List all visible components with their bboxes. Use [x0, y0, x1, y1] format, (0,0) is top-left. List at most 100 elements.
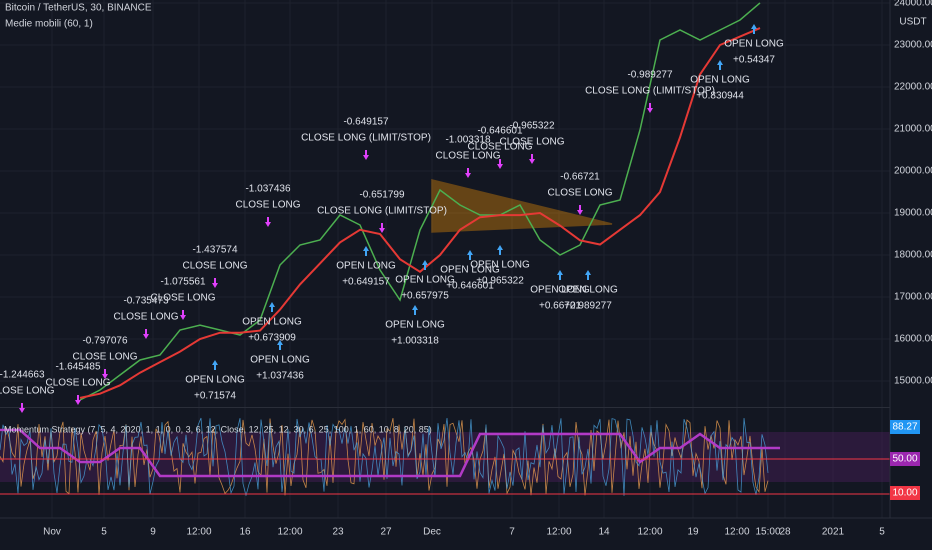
sell-arrow	[497, 159, 503, 169]
sell-arrow	[180, 310, 186, 320]
trade-label: CLOSE LONG	[45, 378, 110, 389]
x-tick-label: 12:00	[546, 527, 571, 538]
trade-label: +0.649157	[342, 277, 390, 288]
moving-average	[79, 27, 761, 399]
trade-label: OPEN LONG	[185, 375, 245, 386]
trade-label: OPEN LONG	[558, 285, 618, 296]
buy-arrow	[585, 270, 591, 280]
x-tick-label: 12:00	[277, 527, 302, 538]
trade-label: +0.830944	[696, 91, 744, 102]
oscillator-lines	[0, 417, 890, 496]
trade-label: -1.244663	[0, 370, 45, 381]
oscillator-step	[0, 428, 780, 478]
trade-label: OPEN LONG	[336, 261, 396, 272]
buy-arrow	[717, 60, 723, 70]
x-tick-label: 19	[687, 527, 699, 538]
x-tick-label: 9	[150, 527, 156, 538]
x-tick-label: 12:00	[724, 527, 749, 538]
trade-label: +0.54347	[733, 55, 775, 66]
buy-arrow	[363, 246, 369, 256]
trade-label: -0.646601	[477, 126, 522, 137]
trade-label: -1.437574	[192, 245, 237, 256]
sell-arrow	[265, 217, 271, 227]
trade-label: OPEN LONG	[470, 260, 530, 271]
trade-label: -0.735473	[123, 296, 168, 307]
y-tick-label: 15000.00	[894, 376, 932, 387]
buy-arrow	[269, 302, 275, 312]
trade-label: OPEN LONG	[530, 285, 590, 296]
sell-arrow	[143, 329, 149, 339]
trade-label: OPEN LONG	[690, 75, 750, 86]
axis-labels: 15000.00 16000.00 17000.00 18000.00 19000.00…	[43, 0, 932, 538]
oscillator-title: Momentum Strategy (7, 5, 4, 2020, 1, 1, …	[4, 424, 432, 434]
x-tick-label: 12:00	[637, 527, 662, 538]
trade-label: -0.649157	[343, 117, 388, 128]
x-tick-label: 15:00	[755, 527, 780, 538]
value-tag	[890, 486, 920, 500]
trade-label: -0.651799	[359, 190, 404, 201]
trade-label: +1.003318	[391, 336, 439, 347]
y-tick-label: 20000.00	[894, 166, 932, 177]
trade-label: CLOSE LONG	[0, 386, 55, 397]
plot	[79, 2, 761, 401]
x-tick-label: Dec	[423, 527, 441, 538]
value-tag-text: 88.27	[892, 422, 917, 433]
trade-label: CLOSE LONG	[435, 151, 500, 162]
sell-arrow	[465, 168, 471, 178]
trade-label: OPEN LONG	[395, 275, 455, 286]
trade-label: +0.71574	[194, 391, 236, 402]
trade-label: CLOSE LONG	[150, 293, 215, 304]
trade-label: OPEN LONG	[440, 265, 500, 276]
trade-label: -0.989277	[627, 70, 672, 81]
grid	[0, 0, 890, 518]
buy-arrow	[497, 245, 503, 255]
trade-label: +0.657975	[401, 291, 449, 302]
y-tick-label: 21000.00	[894, 124, 932, 135]
y-tick-label: 16000.00	[894, 334, 932, 345]
value-tag-text: 10.00	[892, 488, 917, 499]
trade-label: +0.66721	[539, 301, 581, 312]
trade-label: OPEN LONG	[242, 317, 302, 328]
x-tick-label: 5	[879, 527, 885, 538]
trade-label: -0.797076	[82, 336, 127, 347]
sell-arrow	[647, 103, 653, 113]
x-tick-label: 5	[101, 527, 107, 538]
buy-arrow	[557, 270, 563, 280]
trade-label: -1.075561	[160, 277, 205, 288]
y-tick-label: 22000.00	[894, 82, 932, 93]
trade-label: -1.003318	[445, 135, 490, 146]
trade-label: +1.037436	[256, 371, 304, 382]
x-tick-label: 16	[239, 527, 251, 538]
trade-label: CLOSE LONG	[467, 142, 532, 153]
x-tick-label: 12:00	[186, 527, 211, 538]
buy-arrow	[277, 340, 283, 350]
buy-arrow	[422, 260, 428, 270]
trade-label: OPEN LONG	[724, 39, 784, 50]
x-tick-label: 7	[509, 527, 515, 538]
trade-label: CLOSE LONG (LIMIT/STOP)	[301, 133, 431, 144]
oscillator-line	[0, 417, 769, 496]
trade-label: -1.645485	[55, 362, 100, 373]
trade-label: OPEN LONG	[250, 355, 310, 366]
trade-label: CLOSE LONG	[499, 137, 564, 148]
sell-arrow	[102, 369, 108, 379]
buy-arrow	[212, 360, 218, 370]
sell-arrow	[529, 154, 535, 164]
y-tick-label: 19000.00	[894, 208, 932, 219]
trade-label: -0.66721	[560, 172, 600, 183]
x-tick-label: 28	[779, 527, 791, 538]
sell-arrow	[212, 278, 218, 288]
value-tag-text: 50.00	[892, 454, 917, 465]
value-tag	[890, 452, 920, 466]
buy-arrow	[412, 305, 418, 315]
sell-arrow	[577, 205, 583, 215]
y-tick-label: 23000.00	[894, 40, 932, 51]
value-tag	[890, 420, 920, 434]
indicator-label: Medie mobili (60, 1)	[5, 19, 93, 30]
buy-arrow	[467, 250, 473, 260]
trade-label: OPEN LONG	[385, 320, 445, 331]
y-tick-label: 18000.00	[894, 250, 932, 261]
